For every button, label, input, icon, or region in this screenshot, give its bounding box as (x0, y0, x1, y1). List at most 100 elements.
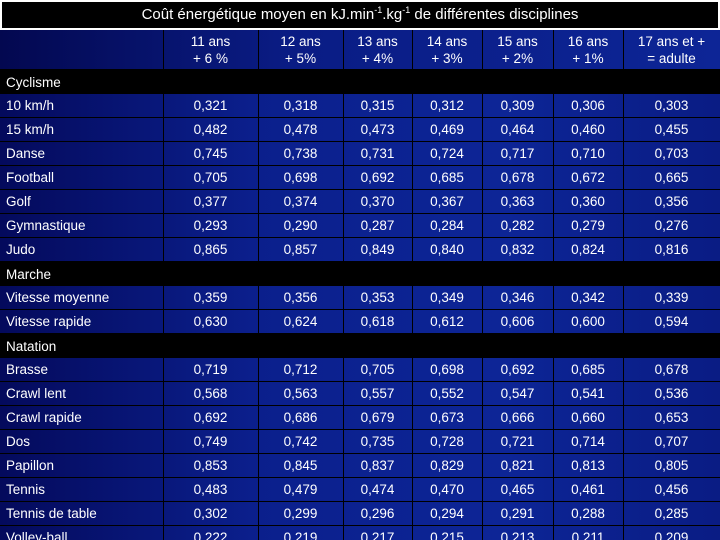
column-divider (258, 358, 259, 381)
value-cell: 0,735 (360, 434, 395, 449)
row-label: Brasse (6, 362, 49, 377)
column-header: 13 ans + 4% (343, 30, 412, 69)
row-label: 15 km/h (6, 122, 55, 137)
title: Coût énergétique moyen en kJ.min-1.kg-1 … (0, 0, 720, 30)
data-row: Brasse 0,719 0,712 0,705 0,698 0,692 0,685 0,67… (0, 358, 720, 382)
column-divider (412, 454, 413, 477)
column-divider (553, 358, 554, 381)
value-cell: 0,478 (283, 122, 318, 137)
value-cell: 0,346 (500, 290, 535, 305)
column-divider (553, 214, 554, 237)
column-header-line: + 2% (501, 50, 534, 66)
column-divider (553, 238, 554, 261)
group-row: Marche (0, 262, 720, 286)
value-cell: 0,215 (430, 530, 464, 540)
value-cell: 0,698 (430, 362, 464, 377)
data-row: Golf 0,377 0,374 0,370 0,367 0,363 0,360 0,356 (0, 190, 720, 214)
value-cell: 0,353 (360, 290, 395, 305)
column-divider (343, 94, 344, 117)
column-divider (482, 166, 483, 189)
column-divider (343, 406, 344, 429)
row-label: Tennis (6, 482, 46, 497)
row-label: Football (6, 170, 55, 185)
column-divider (412, 406, 413, 429)
value-cell: 0,678 (654, 362, 689, 377)
column-divider (623, 286, 624, 309)
value-cell: 0,217 (360, 530, 395, 540)
value-cell: 0,606 (500, 314, 535, 329)
value-cell: 0,482 (193, 122, 228, 137)
column-divider (412, 142, 413, 165)
column-divider (163, 382, 164, 405)
column-divider (623, 358, 624, 381)
value-cell: 0,460 (571, 122, 605, 137)
row-label: Tennis de table (6, 506, 97, 521)
column-header-line: + 3% (431, 50, 463, 66)
value-cell: 0,284 (430, 218, 464, 233)
column-divider (343, 382, 344, 405)
column-divider (553, 526, 554, 540)
value-cell: 0,461 (571, 482, 605, 497)
column-divider (163, 502, 164, 525)
value-cell: 0,678 (500, 170, 535, 185)
column-divider (553, 382, 554, 405)
column-divider (623, 430, 624, 453)
value-cell: 0,211 (571, 530, 605, 540)
value-cell: 0,832 (500, 242, 535, 257)
column-divider (553, 430, 554, 453)
column-divider (163, 406, 164, 429)
value-cell: 0,222 (193, 530, 228, 540)
column-divider (343, 358, 344, 381)
column-divider (258, 526, 259, 540)
group-row: Cyclisme (0, 70, 720, 94)
value-cell: 0,479 (283, 482, 318, 497)
column-divider (412, 118, 413, 141)
column-header-line: 12 ans (280, 33, 321, 49)
title-superscript: -1 (374, 5, 383, 15)
column-divider (482, 406, 483, 429)
column-divider (623, 502, 624, 525)
column-divider (412, 190, 413, 213)
value-cell: 0,717 (500, 146, 535, 161)
value-cell: 0,285 (654, 506, 689, 521)
value-cell: 0,473 (360, 122, 395, 137)
value-cell: 0,857 (283, 242, 318, 257)
column-divider (343, 166, 344, 189)
column-divider (623, 382, 624, 405)
column-divider (482, 118, 483, 141)
value-cell: 0,276 (654, 218, 689, 233)
column-divider (482, 190, 483, 213)
data-row: Crawl rapide 0,692 0,686 0,679 0,673 0,666 0,6… (0, 406, 720, 430)
column-divider (412, 286, 413, 309)
column-divider (623, 94, 624, 117)
column-divider (163, 430, 164, 453)
column-divider (163, 190, 164, 213)
value-cell: 0,287 (360, 218, 395, 233)
column-header-line: + 4% (361, 50, 394, 66)
value-cell: 0,290 (283, 218, 318, 233)
data-row: Papillon 0,853 0,845 0,837 0,829 0,821 0,813 0,… (0, 454, 720, 478)
column-divider (623, 166, 624, 189)
column-divider (343, 214, 344, 237)
value-cell: 0,541 (571, 386, 605, 401)
column-divider (553, 478, 554, 501)
value-cell: 0,483 (193, 482, 228, 497)
data-row: Judo 0,865 0,857 0,849 0,840 0,832 0,824 0,816 (0, 238, 720, 262)
column-divider (163, 142, 164, 165)
column-divider (623, 30, 624, 69)
value-cell: 0,356 (283, 290, 318, 305)
value-cell: 0,849 (360, 242, 395, 257)
column-header-line: 16 ans (567, 33, 609, 49)
column-divider (258, 406, 259, 429)
column-divider (412, 238, 413, 261)
value-cell: 0,469 (430, 122, 464, 137)
column-divider (163, 478, 164, 501)
value-cell: 0,339 (654, 290, 689, 305)
value-cell: 0,705 (193, 170, 228, 185)
value-cell: 0,805 (654, 458, 689, 473)
data-row: Dos 0,749 0,742 0,735 0,728 0,721 0,714 0,707 (0, 430, 720, 454)
column-divider (482, 214, 483, 237)
value-cell: 0,865 (193, 242, 228, 257)
column-divider (412, 310, 413, 333)
column-divider (412, 214, 413, 237)
